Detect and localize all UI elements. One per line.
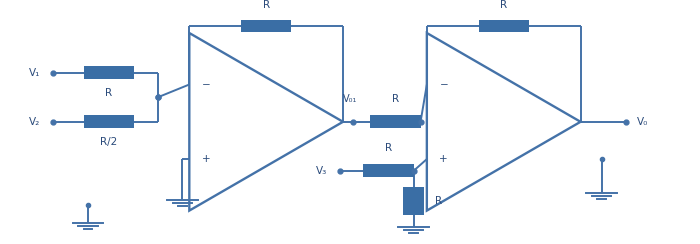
- Text: R: R: [106, 88, 113, 98]
- Text: V₁: V₁: [29, 68, 41, 78]
- Text: +: +: [440, 154, 448, 164]
- Bar: [403, 187, 424, 215]
- Bar: [84, 66, 134, 79]
- Text: V₀₁: V₀₁: [343, 94, 357, 104]
- Text: R: R: [500, 0, 507, 10]
- Text: R: R: [392, 94, 399, 104]
- Text: +: +: [202, 154, 211, 164]
- Text: −: −: [202, 80, 211, 90]
- Text: R: R: [262, 0, 270, 10]
- Text: −: −: [440, 80, 448, 90]
- Bar: [479, 20, 528, 32]
- Bar: [241, 20, 291, 32]
- Bar: [84, 115, 134, 128]
- Text: R/2: R/2: [100, 137, 118, 147]
- Text: V₃: V₃: [316, 166, 327, 176]
- Text: V₂: V₂: [29, 117, 41, 127]
- Text: R: R: [385, 143, 392, 153]
- Text: R: R: [435, 196, 442, 206]
- Bar: [370, 115, 421, 128]
- Bar: [363, 164, 414, 177]
- Text: V₀: V₀: [636, 117, 648, 127]
